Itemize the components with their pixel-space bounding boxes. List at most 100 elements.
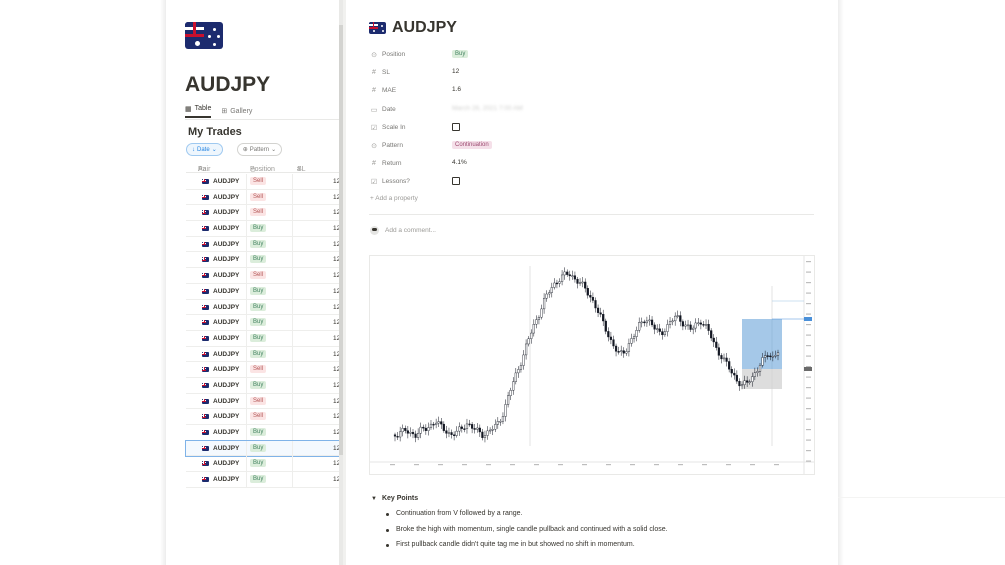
scrollbar[interactable] — [339, 0, 343, 565]
position-cell[interactable]: Buy — [250, 255, 267, 264]
sl-cell[interactable]: 12 — [333, 444, 341, 452]
pair-cell[interactable]: AUDJPY — [213, 397, 240, 405]
property-value[interactable]: 1.6 — [452, 86, 462, 94]
pair-cell[interactable]: AUDJPY — [213, 413, 240, 421]
property-value-cell[interactable]: 12 — [452, 68, 459, 75]
table-row[interactable]: AUDJPY Buy 12 — [186, 330, 342, 347]
sl-cell[interactable]: 12 — [333, 366, 341, 374]
sl-cell[interactable]: 12 — [333, 225, 341, 233]
sl-cell[interactable]: 12 — [333, 193, 341, 201]
position-cell[interactable]: Buy — [250, 443, 267, 452]
table-row[interactable]: AUDJPY Buy 12 — [185, 439, 342, 458]
table-row[interactable]: AUDJPY Sell 12 — [186, 362, 342, 378]
position-cell[interactable]: Buy — [250, 318, 267, 327]
filter-pattern-chip[interactable]: ⊕ Pattern ⌄ — [236, 143, 283, 156]
table-row[interactable]: AUDJPY Sell 12 — [186, 409, 342, 425]
property-name[interactable]: Lessons? — [382, 178, 410, 186]
table-row[interactable]: AUDJPY Sell 12 — [186, 174, 342, 190]
pair-cell[interactable]: AUDJPY — [213, 287, 240, 295]
property-value-cell[interactable]: 1.6 — [452, 86, 461, 93]
position-cell[interactable]: Buy — [250, 302, 267, 311]
position-cell[interactable]: Sell — [250, 208, 267, 217]
property-value[interactable]: 4.1% — [452, 159, 467, 167]
table-row[interactable]: AUDJPY Sell 12 — [186, 189, 342, 206]
sl-cell[interactable]: 12 — [333, 381, 341, 389]
position-cell[interactable]: Buy — [250, 286, 267, 295]
position-cell[interactable]: Buy — [250, 224, 267, 233]
pair-cell[interactable]: AUDJPY — [213, 193, 240, 201]
pair-cell[interactable]: AUDJPY — [213, 209, 240, 217]
pair-cell[interactable]: AUDJPY — [213, 319, 240, 327]
property-name[interactable]: Scale In — [382, 123, 406, 131]
property-name[interactable]: Position — [382, 51, 406, 58]
checkbox[interactable] — [452, 122, 460, 131]
australia-flag-icon[interactable] — [185, 22, 223, 49]
position-cell[interactable]: Buy — [250, 428, 267, 436]
property-name[interactable]: Date — [382, 105, 396, 113]
table-row[interactable]: AUDJPY Buy 12 — [186, 377, 342, 394]
position-cell[interactable]: Buy — [250, 239, 267, 248]
table-row[interactable]: AUDJPY Buy 12 — [186, 472, 342, 488]
property-value[interactable]: March 26, 2021 7:00 AM — [452, 104, 523, 112]
sl-cell[interactable]: 12 — [333, 319, 341, 327]
table-row[interactable]: AUDJPY Buy 12 — [186, 315, 342, 331]
position-cell[interactable]: Buy — [250, 459, 267, 468]
table-row[interactable]: AUDJPY Buy 12 — [186, 236, 342, 253]
pattern-tag[interactable]: Continuation — [452, 140, 492, 149]
sort-date-chip[interactable]: ↓ Date ⌄ — [186, 143, 223, 156]
pair-cell[interactable]: AUDJPY — [213, 444, 240, 452]
property-name[interactable]: MAE — [382, 87, 397, 95]
sl-cell[interactable]: 12 — [333, 413, 341, 421]
property-value-cell[interactable] — [452, 177, 460, 187]
sl-cell[interactable]: 12 — [333, 334, 341, 342]
sl-cell[interactable]: 12 — [333, 287, 341, 295]
panel-divider[interactable] — [343, 0, 346, 565]
pair-cell[interactable]: AUDJPY — [213, 334, 240, 342]
table-row[interactable]: AUDJPY Buy 12 — [186, 346, 342, 363]
pair-cell[interactable]: AUDJPY — [213, 225, 240, 233]
sl-cell[interactable]: 12 — [333, 303, 341, 311]
sl-cell[interactable]: 12 — [333, 178, 341, 185]
sl-cell[interactable]: 12 — [333, 429, 341, 436]
table-row[interactable]: AUDJPY Buy 12 — [186, 252, 342, 269]
sl-cell[interactable]: 12 — [333, 476, 341, 484]
scrollbar-thumb[interactable] — [339, 25, 343, 455]
pair-cell[interactable]: AUDJPY — [213, 350, 240, 358]
pair-cell[interactable]: AUDJPY — [213, 460, 240, 468]
sl-cell[interactable]: 12 — [333, 397, 341, 405]
sl-cell[interactable]: 12 — [333, 209, 341, 217]
pair-cell[interactable]: AUDJPY — [213, 429, 240, 436]
sl-cell[interactable]: 12 — [333, 240, 341, 248]
position-cell[interactable]: Sell — [250, 412, 267, 421]
checkbox[interactable] — [452, 177, 460, 186]
pair-cell[interactable]: AUDJPY — [213, 303, 240, 311]
property-name[interactable]: Pattern — [382, 141, 403, 149]
pair-cell[interactable]: AUDJPY — [213, 366, 240, 374]
pair-cell[interactable]: AUDJPY — [213, 381, 240, 389]
table-row[interactable]: AUDJPY Buy 12 — [186, 299, 342, 316]
property-value[interactable]: 12 — [452, 68, 460, 76]
property-value-cell[interactable]: March 26, 2021 7:00 AM — [452, 105, 523, 112]
table-row[interactable]: AUDJPY Buy 12 — [186, 456, 342, 473]
table-row[interactable]: AUDJPY Sell 12 — [186, 268, 342, 284]
table-row[interactable]: AUDJPY Buy 12 — [186, 221, 342, 237]
pair-cell[interactable]: AUDJPY — [213, 178, 240, 185]
table-row[interactable]: AUDJPY Buy 12 — [186, 425, 342, 441]
position-tag[interactable]: Buy — [452, 50, 469, 58]
property-value-cell[interactable]: Buy — [452, 50, 469, 58]
table-row[interactable]: AUDJPY Buy 12 — [186, 283, 342, 300]
position-cell[interactable]: Sell — [250, 271, 267, 280]
position-cell[interactable]: Sell — [250, 396, 267, 405]
tab-gallery[interactable]: ⊞ Gallery — [221, 104, 252, 118]
property-name[interactable]: Return — [382, 160, 402, 168]
add-property-button[interactable]: + Add a property — [370, 195, 418, 202]
pair-cell[interactable]: AUDJPY — [213, 476, 240, 484]
sl-cell[interactable]: 12 — [333, 460, 341, 468]
property-value-cell[interactable]: Continuation — [452, 140, 492, 149]
property-value-cell[interactable]: 4.1% — [452, 159, 467, 166]
position-cell[interactable]: Sell — [250, 177, 267, 185]
sl-cell[interactable]: 12 — [333, 350, 341, 358]
pair-cell[interactable]: AUDJPY — [213, 272, 240, 280]
position-cell[interactable]: Buy — [250, 380, 267, 389]
tab-table[interactable]: ▦ Table — [185, 104, 212, 118]
